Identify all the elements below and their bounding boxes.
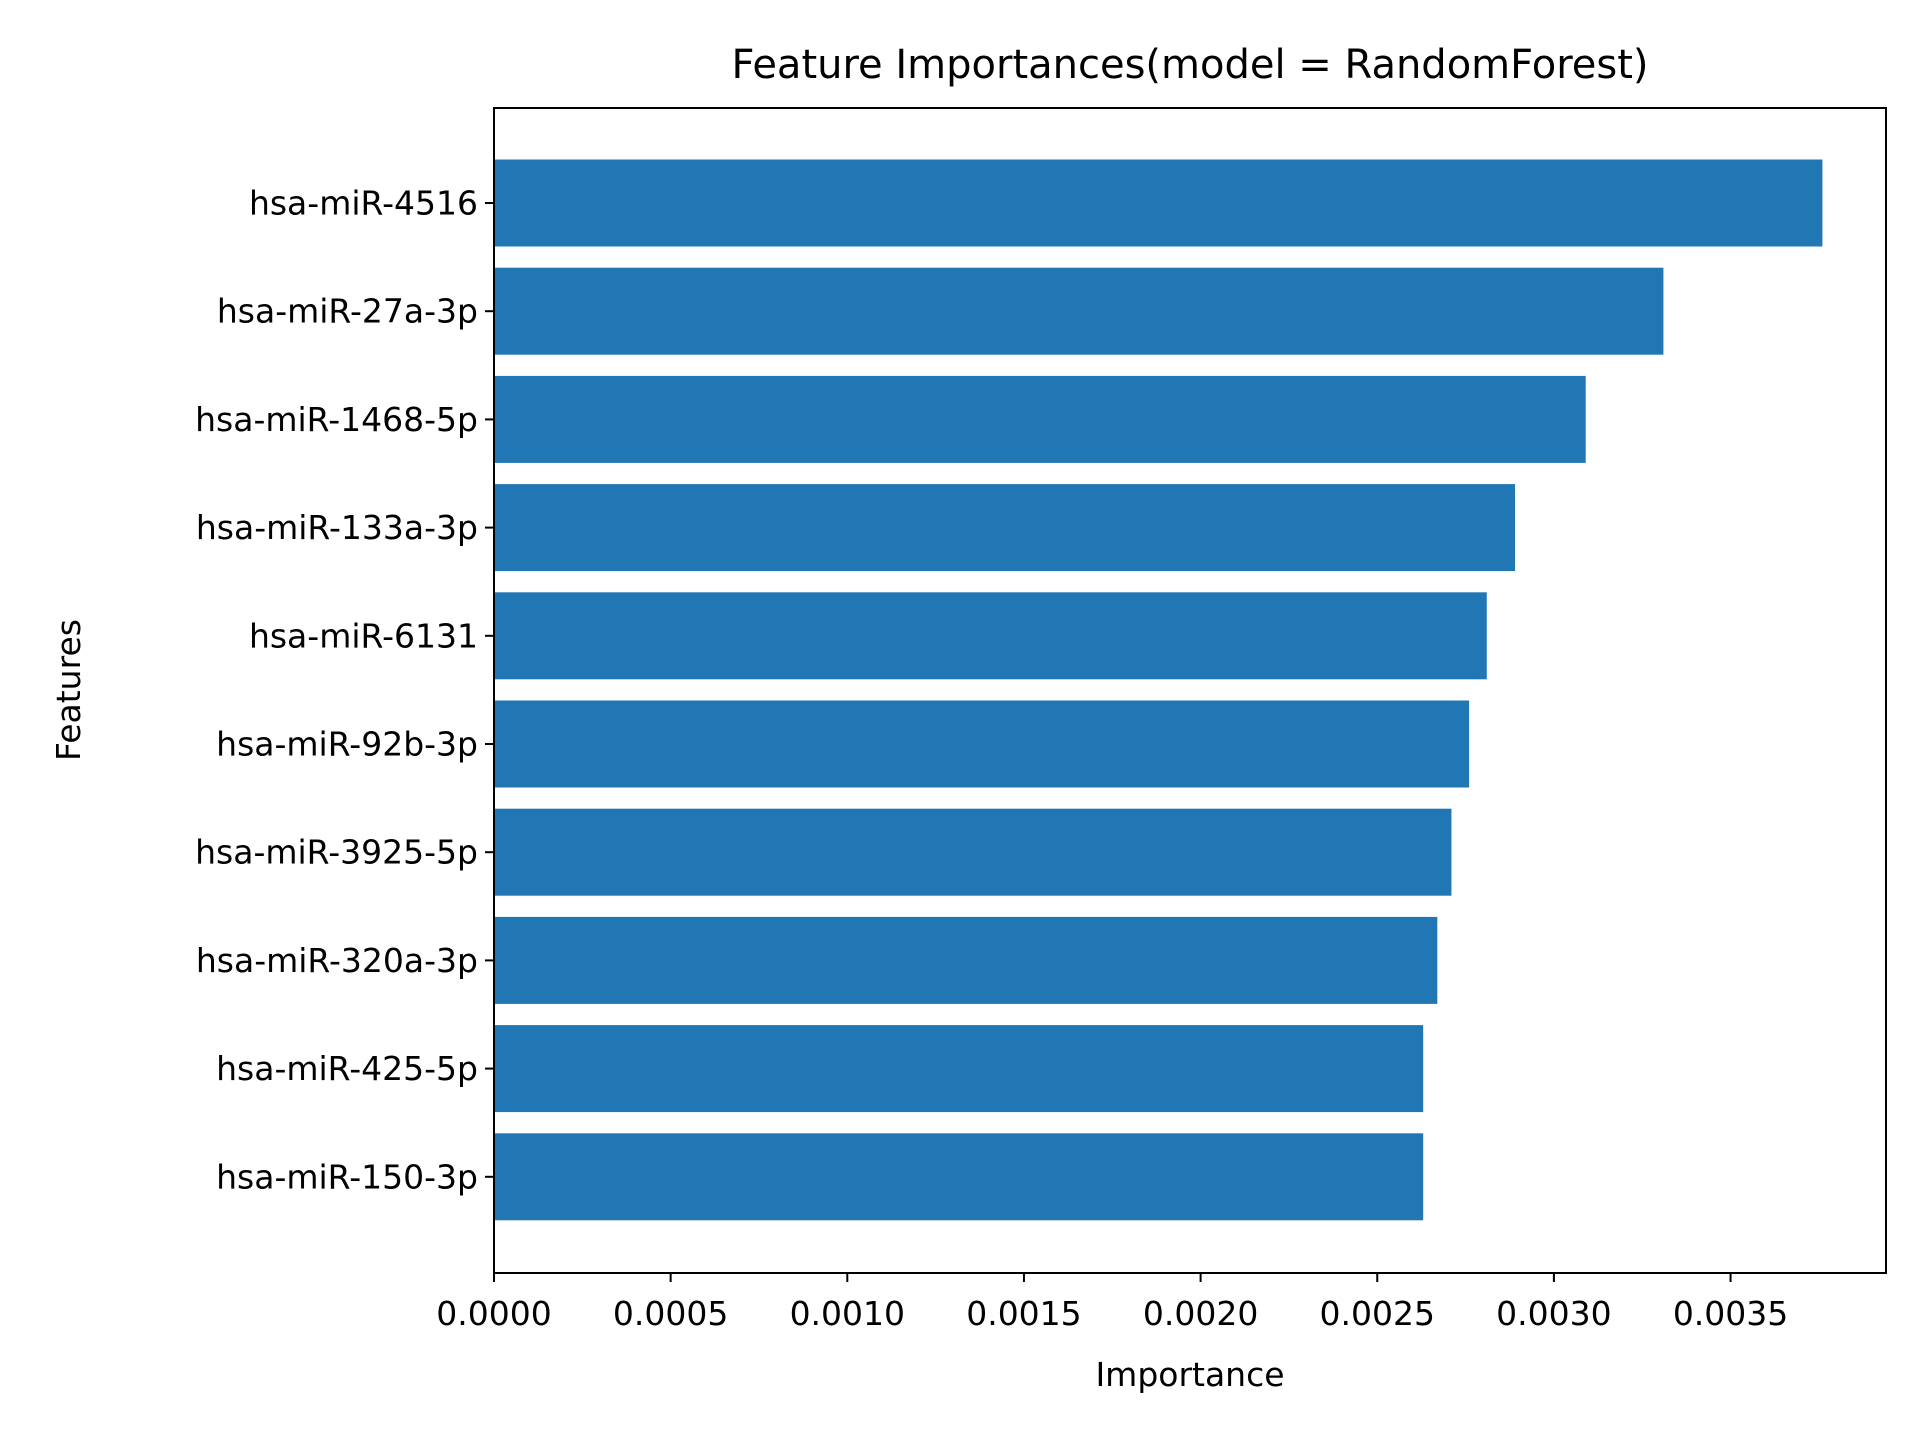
bar-hsa-miR-4516 <box>494 159 1823 247</box>
bar-hsa-miR-6131 <box>494 592 1487 680</box>
bar-hsa-miR-320a-3p <box>494 916 1438 1004</box>
x-tick-label: 0.0005 <box>613 1294 728 1333</box>
x-tick-label: 0.0010 <box>790 1294 905 1333</box>
y-tick-label: hsa-miR-4516 <box>249 184 478 223</box>
bars-layer <box>494 159 1823 1221</box>
y-tick-label: hsa-miR-6131 <box>249 616 478 655</box>
bar-hsa-miR-1468-5p <box>494 375 1586 463</box>
chart-title: Feature Importances(model = RandomForest… <box>732 42 1649 88</box>
x-tick-label: 0.0015 <box>966 1294 1081 1333</box>
x-tick-label: 0.0035 <box>1673 1294 1788 1333</box>
y-tick-label: hsa-miR-27a-3p <box>217 292 478 331</box>
x-tick-label: 0.0025 <box>1320 1294 1435 1333</box>
y-tick-label: hsa-miR-3925-5p <box>195 833 478 872</box>
y-tick-label: hsa-miR-150-3p <box>216 1157 478 1196</box>
x-tick-label: 0.0030 <box>1496 1294 1611 1333</box>
x-axis-label: Importance <box>1095 1355 1284 1394</box>
x-axis-ticks: 0.0000 0.0005 0.0010 0.0015 0.0020 0.0025 0.00… <box>436 1273 1788 1333</box>
bar-hsa-miR-3925-5p <box>494 808 1452 896</box>
x-tick-label: 0.0020 <box>1143 1294 1258 1333</box>
bar-hsa-miR-133a-3p <box>494 484 1516 572</box>
plot-frame <box>493 107 1887 1274</box>
y-tick-label: hsa-miR-1468-5p <box>195 400 478 439</box>
y-axis-ticks: hsa-miR-4516 hsa-miR-27a-3p hsa-miR-1468-5… <box>195 184 494 1196</box>
y-tick-label: hsa-miR-425-5p <box>216 1049 478 1088</box>
y-tick-label: hsa-miR-320a-3p <box>196 941 478 980</box>
y-tick-label: hsa-miR-92b-3p <box>216 725 478 764</box>
bar-hsa-miR-92b-3p <box>494 700 1470 788</box>
y-axis-label: Features <box>49 619 88 761</box>
bar-hsa-miR-425-5p <box>494 1025 1424 1113</box>
bar-hsa-miR-150-3p <box>494 1133 1424 1221</box>
x-tick-label: 0.0000 <box>436 1294 551 1333</box>
y-tick-label: hsa-miR-133a-3p <box>196 508 478 547</box>
bar-hsa-miR-27a-3p <box>494 267 1664 355</box>
